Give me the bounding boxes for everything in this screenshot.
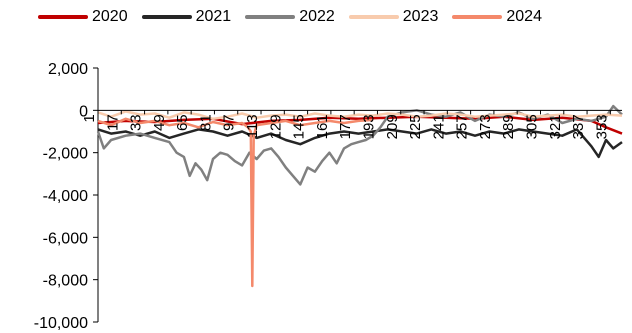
legend-label: 2023 — [402, 8, 439, 25]
x-tick-label: 81 — [197, 114, 214, 131]
x-tick-label: 193 — [360, 114, 377, 139]
series-line-2024 — [97, 117, 374, 288]
x-tick-label: 129 — [267, 114, 284, 139]
x-tick-label: 145 — [291, 114, 308, 139]
x-tick-label: 321 — [547, 114, 564, 139]
legend-swatch — [141, 15, 192, 19]
y-tick-label: -2,000 — [43, 146, 88, 163]
x-tick-label: 337 — [570, 114, 587, 139]
x-tick-label: 353 — [593, 114, 610, 139]
x-tick-label: 33 — [128, 114, 145, 131]
x-tick-label: 225 — [407, 114, 424, 139]
x-tick-label: 17 — [104, 114, 121, 131]
legend-swatch — [452, 15, 503, 19]
y-tick-label: -4,000 — [43, 188, 88, 205]
x-tick-label: 289 — [500, 114, 517, 139]
x-tick-label: 49 — [151, 114, 168, 131]
legend: 2020 2021 2022 2023 2024 — [38, 6, 556, 28]
x-tick-label: 305 — [523, 114, 540, 139]
legend-item-2021: 2021 — [141, 8, 232, 26]
y-tick-label: -10,000 — [34, 315, 88, 332]
legend-item-2024: 2024 — [452, 8, 542, 26]
series-line-2021 — [97, 128, 623, 159]
y-tick-label: -8,000 — [43, 273, 88, 290]
legend-swatch — [245, 15, 296, 19]
x-tick-label: 1 — [81, 114, 98, 122]
x-tick-label: 273 — [477, 114, 494, 139]
x-tick-label: 113 — [244, 114, 261, 138]
legend-item-2020: 2020 — [38, 8, 128, 26]
x-axis: 1 17 33 49 65 81 97 113 129 145 161 177 193 209 225 241… — [81, 109, 622, 139]
legend-label: 2022 — [299, 8, 335, 25]
x-tick-label: 65 — [174, 114, 191, 131]
x-tick-label: 241 — [430, 114, 447, 139]
series-line-2020 — [97, 115, 623, 135]
legend-label: 2020 — [92, 8, 128, 25]
x-tick-label: 161 — [314, 114, 331, 139]
series-line-2022 — [96, 104, 623, 186]
series-line-2023 — [97, 110, 623, 121]
series-layer — [96, 104, 623, 288]
x-tick-label: 97 — [221, 114, 238, 131]
y-tick-label: 2,000 — [48, 61, 88, 78]
x-tick-label: 257 — [454, 114, 471, 139]
y-tick-label: 0 — [79, 103, 88, 120]
legend-label: 2021 — [195, 8, 232, 25]
legend-label: 2024 — [506, 8, 542, 25]
legend-swatch — [38, 15, 88, 19]
x-tick-label: 177 — [337, 114, 354, 139]
y-tick-label: -6,000 — [43, 230, 88, 247]
x-tick-label: 209 — [384, 114, 401, 139]
legend-item-2023: 2023 — [348, 8, 439, 26]
legend-swatch — [348, 15, 399, 19]
legend-item-2022: 2022 — [245, 8, 335, 26]
y-axis: 2,000 0 -2,000 -4,000 -6,000 -8,000 -10,000 — [34, 61, 99, 332]
